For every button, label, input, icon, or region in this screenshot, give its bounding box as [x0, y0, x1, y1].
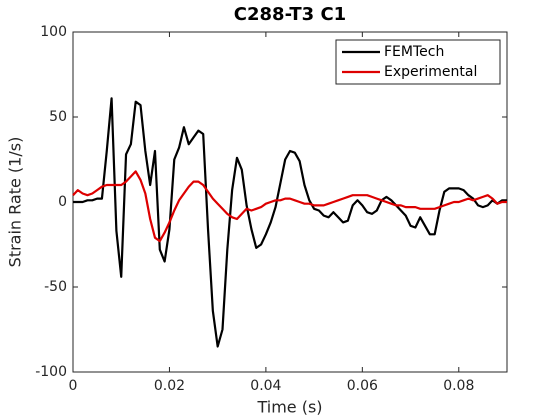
x-axis-label: Time (s) [256, 398, 322, 417]
y-tick-label: -100 [35, 364, 67, 380]
y-tick-label: 50 [49, 109, 67, 125]
x-tick-label: 0.06 [347, 378, 378, 394]
y-tick-label: 100 [40, 24, 67, 40]
x-tick-label: 0.02 [154, 378, 185, 394]
x-tick-label: 0.04 [250, 378, 281, 394]
y-tick-label: -50 [44, 279, 67, 295]
legend-label: Experimental [384, 64, 477, 80]
data-line [72, 170, 507, 243]
legend-box [335, 39, 501, 85]
x-tick-label: 0.08 [443, 378, 474, 394]
y-axis-label: Strain Rate (1/s) [6, 137, 25, 268]
chart-title: C288-T3 C1 [234, 4, 346, 25]
plot-area [72, 31, 508, 373]
data-line [73, 97, 507, 348]
y-tick-label: 0 [58, 194, 67, 210]
legend-label: FEMTech [384, 44, 444, 60]
x-tick-label: 0 [69, 378, 78, 394]
